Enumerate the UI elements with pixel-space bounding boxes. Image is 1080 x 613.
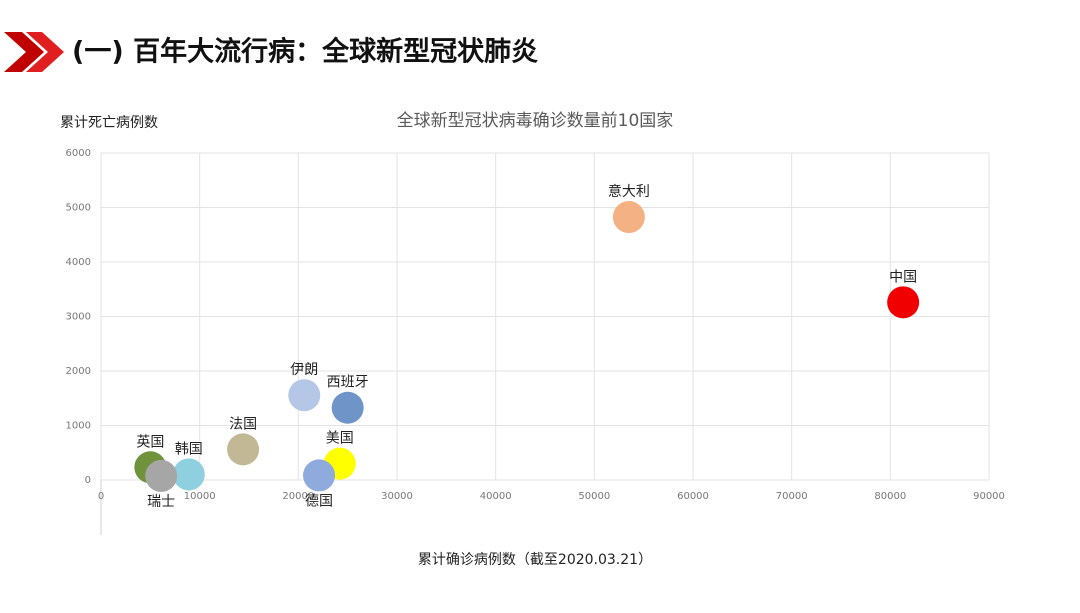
- x-tick-label: 60000: [677, 491, 709, 502]
- x-tick-label: 40000: [480, 491, 512, 502]
- y-tick-label: 0: [85, 475, 91, 486]
- y-tick-label: 5000: [66, 203, 91, 214]
- x-axis-label: 累计确诊病例数（截至2020.03.21）: [418, 552, 652, 568]
- x-tick-label: 0: [98, 491, 104, 502]
- bubble: [612, 201, 645, 234]
- bubble: [288, 379, 321, 412]
- point-label: 韩国: [175, 441, 203, 457]
- y-axis-label: 累计死亡病例数: [60, 115, 158, 131]
- x-tick-label: 30000: [381, 491, 413, 502]
- x-tick-label: 80000: [874, 491, 906, 502]
- bubble: [303, 459, 336, 492]
- point-label: 西班牙: [327, 375, 369, 391]
- bubble: [887, 286, 920, 319]
- point-label: 德国: [305, 493, 333, 509]
- y-tick-label: 6000: [66, 148, 91, 159]
- point-label: 瑞士: [147, 494, 175, 510]
- point-label: 中国: [889, 269, 917, 285]
- bubble: [145, 459, 178, 492]
- x-tick-label: 50000: [578, 491, 610, 502]
- point-label: 法国: [229, 416, 257, 432]
- y-tick-label: 1000: [66, 421, 91, 432]
- bubble: [172, 458, 205, 491]
- slide-title: (一) 百年大流行病：全球新型冠状肺炎: [72, 36, 538, 68]
- x-tick-label: 20000: [282, 491, 314, 502]
- bubble: [331, 391, 364, 424]
- point-label: 意大利: [608, 183, 650, 200]
- chevron-icon: [4, 32, 64, 72]
- y-tick-label: 2000: [66, 366, 91, 377]
- x-tick-label: 70000: [776, 491, 808, 502]
- chart-title: 全球新型冠状病毒确诊数量前10国家: [397, 111, 674, 131]
- point-label: 英国: [136, 433, 164, 450]
- bubble: [227, 433, 260, 466]
- y-tick-label: 3000: [66, 312, 91, 323]
- point-label: 伊朗: [290, 362, 318, 378]
- x-tick-label: 10000: [184, 491, 216, 502]
- x-tick-label: 90000: [973, 491, 1005, 502]
- point-label: 美国: [326, 431, 354, 447]
- y-tick-label: 4000: [66, 257, 91, 268]
